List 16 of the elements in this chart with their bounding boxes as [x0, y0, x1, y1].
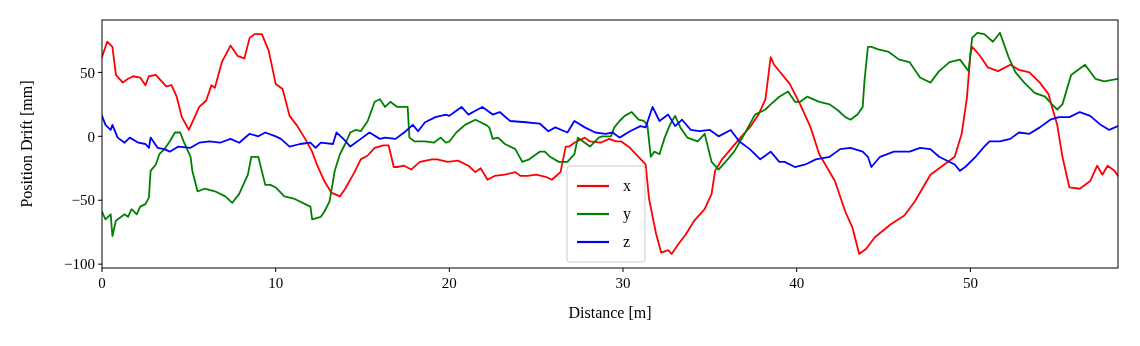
- x-axis-title: Distance [m]: [568, 304, 652, 321]
- x-tick-label: 30: [615, 275, 631, 291]
- legend-label: x: [623, 176, 631, 194]
- x-tick-label: 50: [962, 275, 978, 291]
- x-tick-label: 40: [789, 275, 805, 291]
- y-tick-label: 0: [87, 128, 95, 145]
- line-series: [102, 106, 1118, 172]
- x-tick-label: 20: [441, 275, 457, 291]
- legend-label: y: [623, 204, 631, 223]
- legend-label: z: [623, 232, 631, 250]
- x-tick-label: 10: [268, 275, 284, 291]
- y-tick-label: 50: [80, 64, 95, 81]
- y-tick-label: −100: [64, 256, 95, 273]
- x-tick-label: 0: [98, 275, 106, 291]
- y-tick-label: −50: [71, 192, 95, 209]
- y-axis-title: Position Drift [mm]: [18, 80, 35, 208]
